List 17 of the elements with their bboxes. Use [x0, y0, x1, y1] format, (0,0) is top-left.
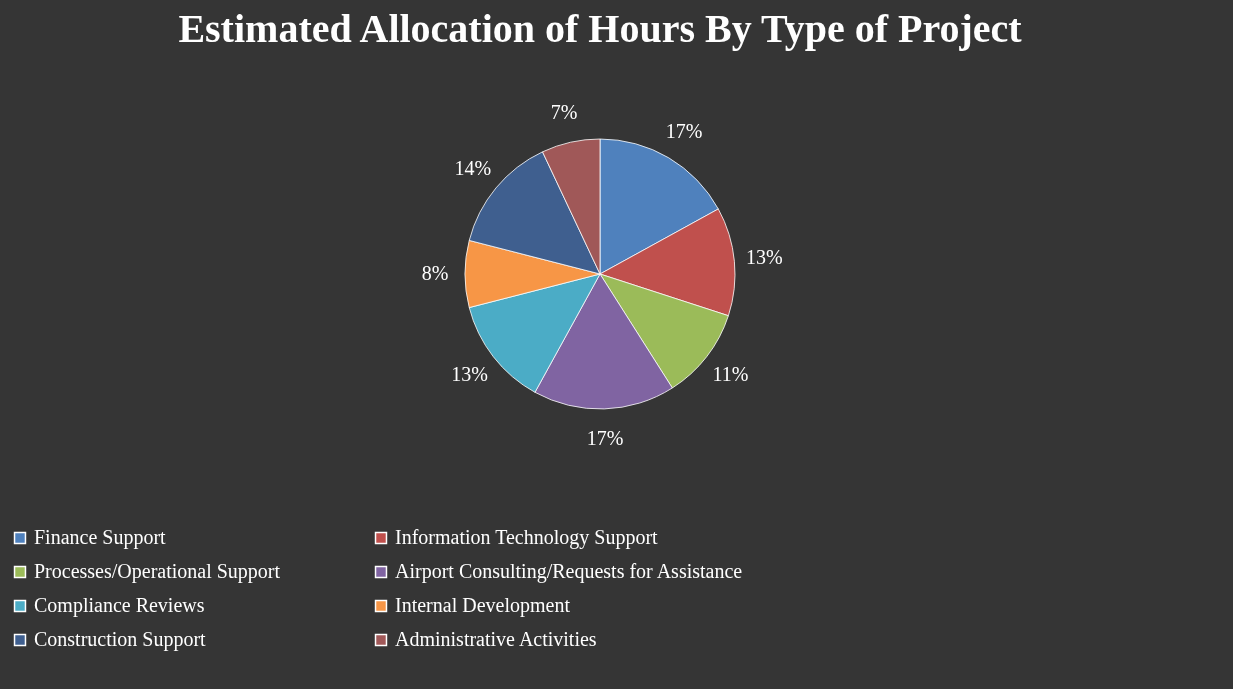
data-label: 17%: [586, 426, 624, 449]
chart-title: Estimated Allocation of Hours By Type of Project: [178, 6, 1023, 51]
data-label: 14%: [454, 156, 492, 179]
data-label: 11%: [712, 363, 749, 386]
legend-label: Compliance Reviews: [34, 594, 205, 617]
data-label: 7%: [550, 100, 578, 123]
legend-label: Internal Development: [395, 594, 571, 617]
data-label: 13%: [451, 363, 488, 386]
legend-label: Processes/Operational Support: [34, 560, 281, 583]
legend-label: Information Technology Support: [395, 526, 659, 549]
data-label: 8%: [421, 262, 449, 284]
data-label: 13%: [745, 246, 783, 269]
legend-label: Airport Consulting/Requests for Assistance: [395, 560, 743, 583]
legend-label: Finance Support: [34, 526, 167, 549]
data-label: 17%: [665, 119, 703, 142]
legend-label: Construction Support: [34, 628, 207, 651]
legend-label: Administrative Activities: [395, 628, 597, 650]
